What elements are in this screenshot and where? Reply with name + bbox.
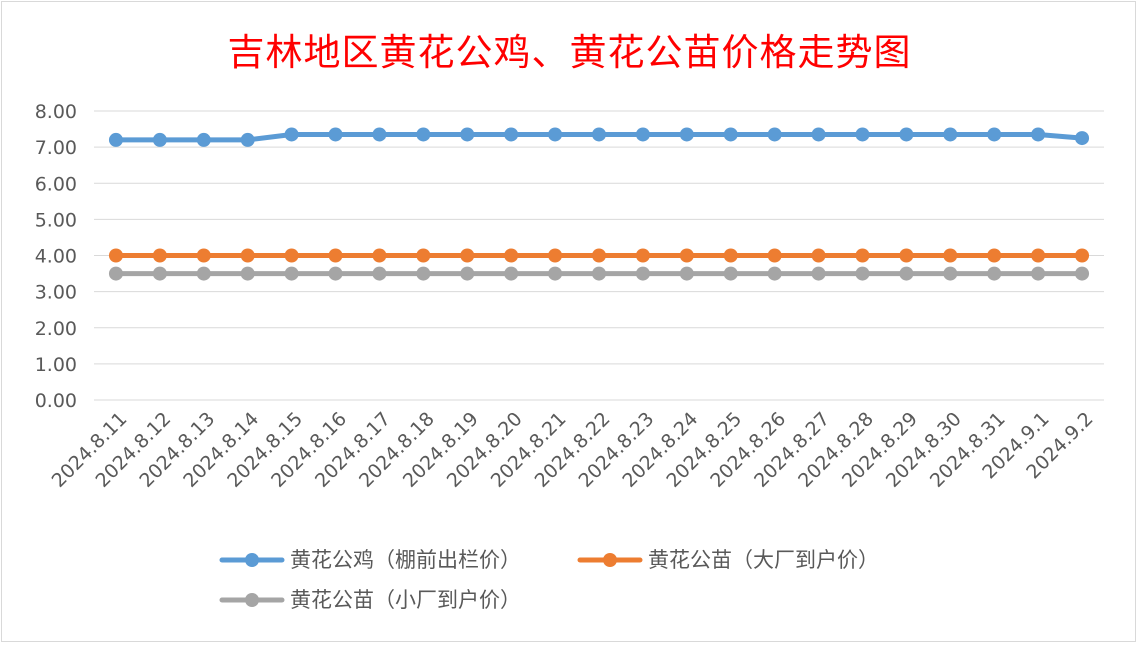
data-point	[196, 248, 211, 263]
y-tick-label: 3.00	[35, 282, 77, 304]
data-point	[108, 248, 123, 263]
data-point	[943, 248, 958, 263]
data-point	[679, 266, 694, 281]
data-point	[372, 127, 387, 142]
data-point	[504, 127, 519, 142]
data-point	[372, 248, 387, 263]
data-point	[855, 248, 870, 263]
data-point	[108, 266, 123, 281]
legend: 黄花公鸡（棚前出栏价） 黄花公苗（大厂到户价） 黄花公苗（小厂到户价）	[219, 548, 879, 612]
data-point	[1075, 131, 1090, 146]
data-point	[635, 248, 650, 263]
data-point	[723, 266, 738, 281]
data-point	[679, 248, 694, 263]
data-point	[943, 266, 958, 281]
y-tick-label: 7.00	[35, 137, 77, 159]
data-point	[460, 127, 475, 142]
data-point	[811, 266, 826, 281]
data-point	[328, 248, 343, 263]
y-tick-label: 1.00	[35, 354, 77, 376]
data-point	[240, 266, 255, 281]
legend-label: 黄花公苗（大厂到户价）	[648, 548, 879, 572]
data-point	[635, 266, 650, 281]
data-point	[548, 266, 563, 281]
data-point	[548, 248, 563, 263]
data-point	[196, 266, 211, 281]
series-1	[108, 127, 1090, 147]
data-point	[679, 127, 694, 142]
data-point	[1031, 266, 1046, 281]
data-point	[196, 132, 211, 147]
y-tick-label: 0.00	[35, 390, 77, 412]
data-point	[548, 127, 563, 142]
data-point	[1031, 248, 1046, 263]
data-point	[723, 248, 738, 263]
data-point	[284, 248, 299, 263]
data-point	[987, 127, 1002, 142]
series-3	[108, 266, 1090, 281]
data-point	[416, 248, 431, 263]
data-point	[635, 127, 650, 142]
data-point	[1031, 127, 1046, 142]
chart-title: 吉林地区黄花公鸡、黄花公苗价格走势图	[227, 31, 912, 74]
data-point	[811, 127, 826, 142]
data-point	[987, 266, 1002, 281]
data-point	[152, 248, 167, 263]
legend-marker	[603, 553, 617, 567]
data-point	[108, 132, 123, 147]
data-point	[899, 248, 914, 263]
data-point	[723, 127, 738, 142]
legend-marker	[245, 553, 259, 567]
data-point	[284, 127, 299, 142]
data-point	[987, 248, 1002, 263]
data-point	[240, 132, 255, 147]
legend-item: 黄花公苗（大厂到户价）	[577, 548, 879, 572]
y-tick-label: 4.00	[35, 246, 77, 268]
legend-label: 黄花公苗（小厂到户价）	[290, 588, 521, 612]
data-point	[152, 266, 167, 281]
data-point	[811, 248, 826, 263]
data-point	[372, 266, 387, 281]
data-point	[1075, 266, 1090, 281]
data-point	[943, 127, 958, 142]
gridlines	[94, 110, 1104, 401]
data-point	[767, 248, 782, 263]
data-point	[855, 266, 870, 281]
y-tick-label: 8.00	[35, 101, 77, 123]
y-tick-label: 6.00	[35, 173, 77, 195]
data-point	[416, 266, 431, 281]
data-point	[328, 127, 343, 142]
data-point	[504, 266, 519, 281]
data-point	[416, 127, 431, 142]
data-point	[152, 132, 167, 147]
series-2	[108, 248, 1090, 263]
data-point	[460, 266, 475, 281]
data-point	[767, 266, 782, 281]
x-axis: 2024.8.112024.8.122024.8.132024.8.142024…	[48, 408, 1098, 492]
legend-marker	[245, 593, 259, 607]
data-point	[284, 266, 299, 281]
data-point	[240, 248, 255, 263]
y-axis: 0.00 1.00 2.00 3.00 4.00 5.00 6.00 7.00 8.00	[35, 101, 77, 412]
y-tick-label: 2.00	[35, 318, 77, 340]
data-point	[899, 127, 914, 142]
data-point	[592, 266, 606, 281]
data-point	[328, 266, 343, 281]
legend-label: 黄花公鸡（棚前出栏价）	[290, 548, 521, 572]
data-point	[592, 248, 606, 263]
legend-item: 黄花公苗（小厂到户价）	[219, 588, 521, 612]
data-point	[767, 127, 782, 142]
y-tick-label: 5.00	[35, 209, 77, 231]
data-point	[855, 127, 870, 142]
data-point	[504, 248, 519, 263]
data-point	[460, 248, 475, 263]
legend-item: 黄花公鸡（棚前出栏价）	[219, 548, 521, 572]
data-point	[592, 127, 606, 142]
data-point	[1075, 248, 1090, 263]
data-point	[899, 266, 914, 281]
